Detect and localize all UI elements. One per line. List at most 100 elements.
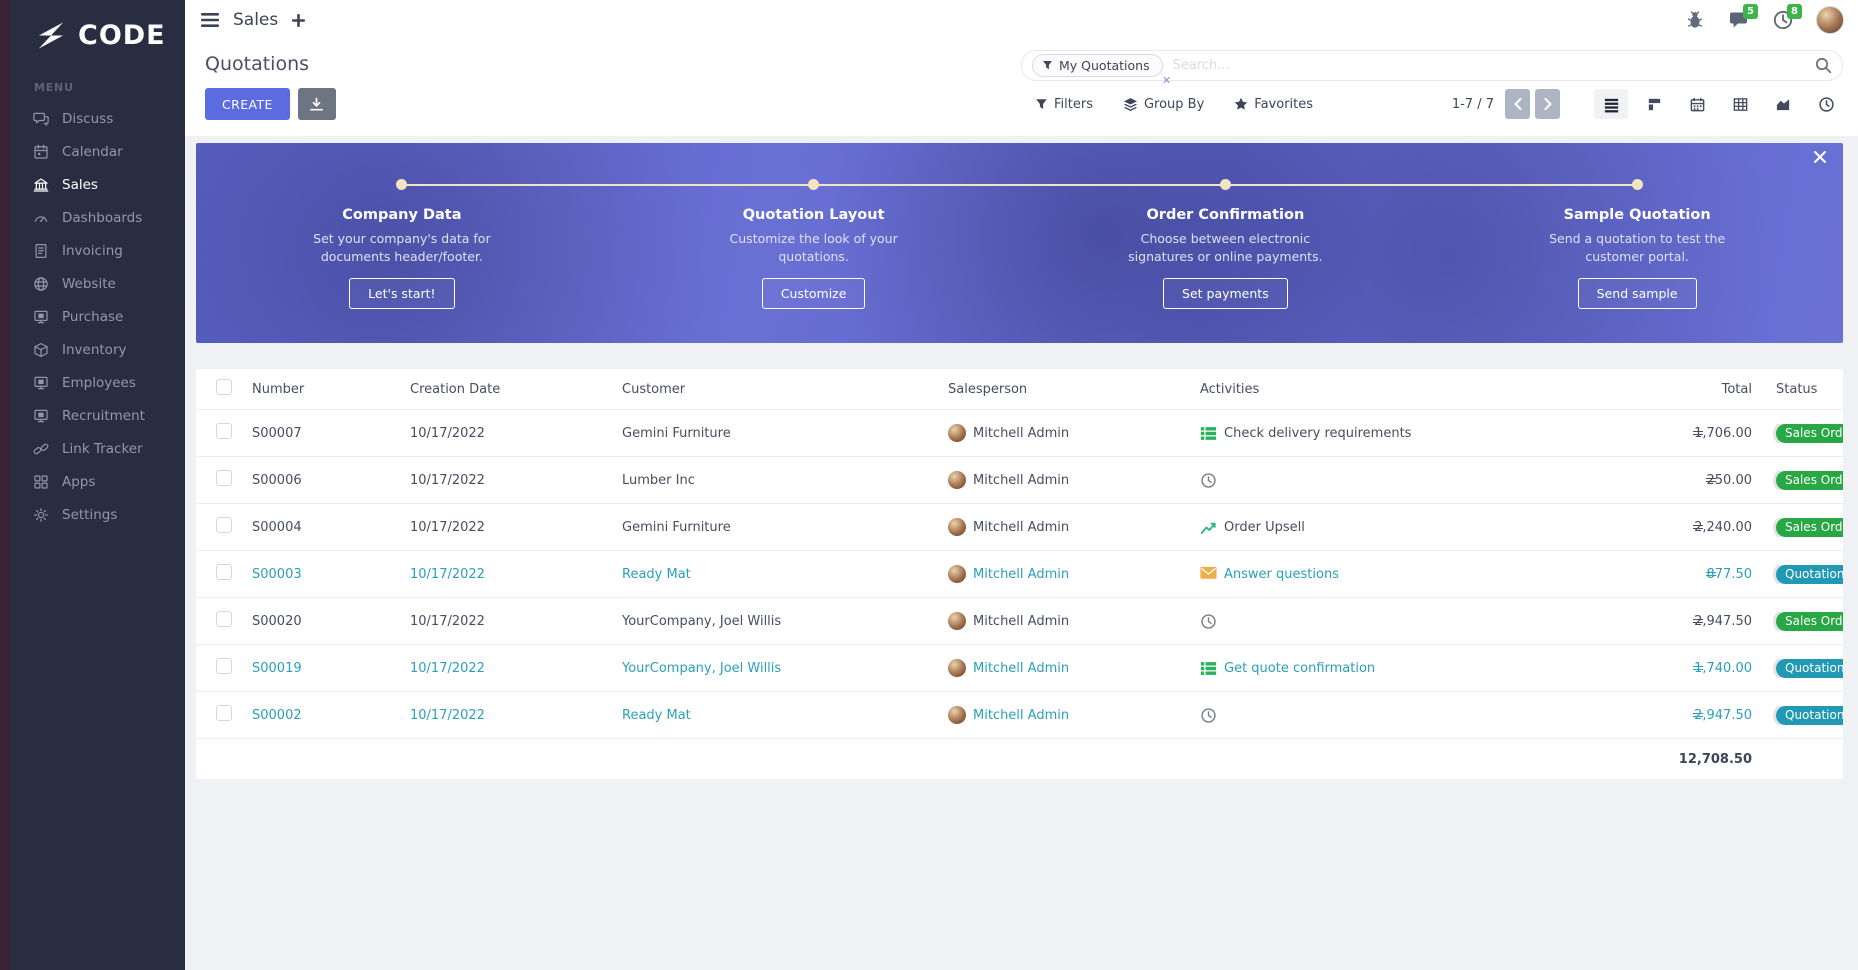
page-title: Quotations xyxy=(205,53,310,75)
brand-logo[interactable]: CODE xyxy=(10,0,185,51)
sidebar-item-calendar[interactable]: Calendar xyxy=(10,135,185,168)
salesperson-name: Mitchell Admin xyxy=(973,472,1070,488)
search-bar[interactable]: My Quotations ✕ Search... xyxy=(1021,50,1843,87)
favorites-button[interactable]: Favorites xyxy=(1234,97,1313,112)
globe-icon xyxy=(32,275,50,293)
pivot-view-button[interactable] xyxy=(1723,89,1757,119)
tasks-icon[interactable] xyxy=(1200,660,1217,677)
sidebar-item-invoicing[interactable]: Invoicing xyxy=(10,234,185,267)
row-checkbox[interactable] xyxy=(216,564,232,580)
clock-icon[interactable] xyxy=(1200,613,1217,630)
gauge-icon xyxy=(32,209,50,227)
user-avatar[interactable] xyxy=(1816,6,1844,34)
onboarding-banner: Company Data Set your company's data for … xyxy=(196,143,1843,343)
menu-section-label: MENU xyxy=(34,81,74,94)
debug-bug-icon[interactable] xyxy=(1684,9,1706,31)
bank-icon xyxy=(32,176,50,194)
column-header-activities[interactable]: Activities xyxy=(1200,381,1260,397)
customer-name: Ready Mat xyxy=(622,566,691,582)
step-action-button[interactable]: Let's start! xyxy=(349,278,455,309)
column-header-status[interactable]: Status xyxy=(1776,381,1818,397)
pager-prev-button[interactable] xyxy=(1505,89,1530,119)
onboarding-step-4: Sample Quotation Send a quotation to test… xyxy=(1431,143,1843,343)
sidebar-item-apps[interactable]: Apps xyxy=(10,465,185,498)
search-input[interactable]: Search... xyxy=(1172,58,1230,73)
column-header-customer[interactable]: Customer xyxy=(622,381,686,397)
table-row[interactable]: S00004 10/17/2022 Gemini Furniture Mitchell… xyxy=(196,503,1843,550)
window-edge-strip xyxy=(0,0,10,970)
kanban-view-button[interactable] xyxy=(1637,89,1671,119)
onboarding-step-2: Quotation Layout Customize the look of yo… xyxy=(608,143,1020,343)
sidebar-item-sales[interactable]: Sales xyxy=(10,168,185,201)
search-facet-chip[interactable]: My Quotations xyxy=(1032,54,1163,77)
sidebar-item-label: Dashboards xyxy=(62,209,143,226)
search-magnifier-icon[interactable] xyxy=(1815,57,1832,74)
create-button[interactable]: CREATE xyxy=(205,88,290,120)
messages-icon[interactable]: 5 xyxy=(1728,4,1758,31)
search-facet-label: My Quotations xyxy=(1059,58,1150,73)
row-checkbox[interactable] xyxy=(216,611,232,627)
row-checkbox[interactable] xyxy=(216,705,232,721)
select-all-checkbox[interactable] xyxy=(216,379,232,395)
status-badge: Quotation Sent xyxy=(1776,658,1843,678)
step-action-button[interactable]: Send sample xyxy=(1577,278,1697,309)
sidebar-item-link-tracker[interactable]: Link Tracker xyxy=(10,432,185,465)
salesperson-name: Mitchell Admin xyxy=(973,660,1070,676)
table-header-row: Number Creation Date Customer Salesperson Ac… xyxy=(196,369,1843,409)
table-row[interactable]: S00020 10/17/2022 YourCompany, Joel Willis… xyxy=(196,597,1843,644)
sidebar-item-discuss[interactable]: Discuss xyxy=(10,102,185,135)
export-button[interactable] xyxy=(297,88,336,120)
sidebar-item-website[interactable]: Website xyxy=(10,267,185,300)
column-header-number[interactable]: Number xyxy=(252,381,305,397)
calendar-view-button[interactable] xyxy=(1680,89,1714,119)
table-row[interactable]: S00003 10/17/2022 Ready Mat Mitchell Admin A… xyxy=(196,550,1843,597)
monitor-icon xyxy=(32,407,50,425)
link-icon xyxy=(32,440,50,458)
sidebar-item-recruitment[interactable]: Recruitment xyxy=(10,399,185,432)
row-checkbox[interactable] xyxy=(216,423,232,439)
sidebar-item-inventory[interactable]: Inventory xyxy=(10,333,185,366)
app-title[interactable]: Sales xyxy=(233,10,279,30)
footer-total-sum: 12,708.50 xyxy=(1678,751,1752,767)
table-row[interactable]: S00007 10/17/2022 Gemini Furniture Mitchell… xyxy=(196,409,1843,456)
banner-close-icon[interactable] xyxy=(1813,150,1829,166)
row-checkbox[interactable] xyxy=(216,658,232,674)
step-description: Choose between electronic signatures or … xyxy=(1128,231,1323,264)
status-badge: Sales Order xyxy=(1776,423,1843,443)
group-by-button[interactable]: Group By xyxy=(1123,97,1204,112)
activity-view-button[interactable] xyxy=(1809,89,1843,119)
tasks-icon[interactable] xyxy=(1200,425,1217,442)
pager-next-button[interactable] xyxy=(1535,89,1560,119)
sidebar-item-dashboards[interactable]: Dashboards xyxy=(10,201,185,234)
list-view-button[interactable] xyxy=(1594,89,1628,119)
column-header-salesperson[interactable]: Salesperson xyxy=(948,381,1028,397)
chart-icon[interactable] xyxy=(1200,519,1217,536)
table-row[interactable]: S00006 10/17/2022 Lumber Inc Mitchell Admin… xyxy=(196,456,1843,503)
clock-icon[interactable] xyxy=(1200,472,1217,489)
creation-date: 10/17/2022 xyxy=(410,707,485,723)
row-checkbox[interactable] xyxy=(216,517,232,533)
clock-icon[interactable] xyxy=(1200,707,1217,724)
brand-name: CODE xyxy=(78,20,166,51)
status-badge: Quotation xyxy=(1776,705,1843,725)
main-content: Quotations My Quotations ✕ Search... CRE… xyxy=(185,40,1858,970)
table-row[interactable]: S00002 10/17/2022 Ready Mat Mitchell Admin 2… xyxy=(196,691,1843,738)
envelope-icon[interactable] xyxy=(1200,566,1217,583)
facet-remove-icon[interactable]: ✕ xyxy=(1162,74,1172,87)
column-header-creation-date[interactable]: Creation Date xyxy=(410,381,501,397)
add-tab-icon[interactable] xyxy=(292,13,306,27)
hamburger-menu-icon[interactable] xyxy=(201,13,219,27)
activity-clock-icon[interactable]: 8 xyxy=(1772,4,1802,31)
table-row[interactable]: S00019 10/17/2022 YourCompany, Joel Willis… xyxy=(196,644,1843,691)
graph-view-button[interactable] xyxy=(1766,89,1800,119)
step-action-button[interactable]: Customize xyxy=(761,278,866,309)
row-checkbox[interactable] xyxy=(216,470,232,486)
sidebar-item-employees[interactable]: Employees xyxy=(10,366,185,399)
sidebar-item-settings[interactable]: Settings xyxy=(10,498,185,531)
sidebar-item-purchase[interactable]: Purchase xyxy=(10,300,185,333)
sidebar-item-label: Inventory xyxy=(62,341,127,358)
filters-button[interactable]: Filters xyxy=(1035,97,1093,112)
column-header-total[interactable]: Total xyxy=(1721,381,1752,397)
step-action-button[interactable]: Set payments xyxy=(1163,278,1288,309)
sidebar-item-label: Employees xyxy=(62,374,136,391)
